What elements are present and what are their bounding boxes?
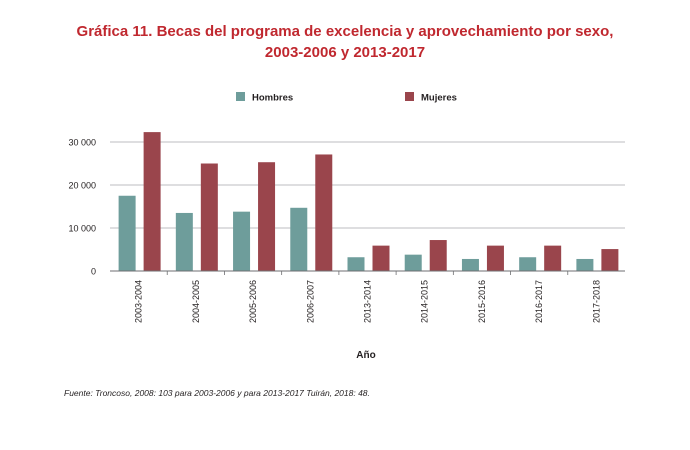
bar-hombres-2004-2005 [175, 212, 193, 271]
x-axis-label: Año [356, 350, 375, 361]
x-tick-labels: 2003-2004 2004-2005 2005-2006 2006-2007 2013… [134, 280, 602, 323]
bar-hombres-2017-2018 [576, 258, 594, 271]
legend-label-mujeres: Mujeres [421, 93, 457, 104]
y-tick-label: 30 000 [68, 138, 96, 148]
bar-mujeres-2003-2004 [143, 132, 161, 271]
bars [118, 132, 619, 271]
bar-mujeres-2014-2015 [429, 240, 447, 271]
x-tick-label: 2016-2017 [534, 280, 544, 323]
y-tick-label: 10 000 [68, 224, 96, 234]
bar-mujeres-2005-2006 [258, 162, 276, 271]
x-tick-label: 2004-2005 [191, 280, 201, 323]
x-tick-label: 2013-2014 [363, 280, 373, 323]
legend: Hombres Mujeres [236, 92, 457, 104]
x-tick-label: 2006-2007 [305, 280, 315, 323]
x-tick-label: 2005-2006 [248, 280, 258, 323]
x-tick-label: 2014-2015 [420, 280, 430, 323]
x-tick-label: 2015-2016 [477, 280, 487, 323]
bar-hombres-2013-2014 [347, 257, 365, 271]
bar-mujeres-2013-2014 [372, 245, 390, 271]
source-note: Fuente: Troncoso, 2008: 103 para 2003-20… [64, 388, 370, 398]
y-tick-labels: 0 10 000 20 000 30 000 [68, 138, 96, 277]
bar-mujeres-2004-2005 [200, 163, 218, 271]
bar-hombres-2015-2016 [461, 258, 479, 271]
bar-mujeres-2016-2017 [544, 245, 562, 271]
bar-hombres-2016-2017 [519, 257, 537, 271]
y-tick-label: 0 [91, 267, 96, 277]
axes [110, 270, 625, 275]
x-tick-label: 2003-2004 [134, 280, 144, 323]
grid-lines [110, 141, 625, 229]
bar-hombres-2005-2006 [233, 211, 251, 271]
chart-title-line-2: 2003-2006 y 2013-2017 [264, 44, 426, 61]
legend-label-hombres: Hombres [252, 93, 293, 104]
bar-mujeres-2006-2007 [315, 154, 333, 271]
bar-hombres-2014-2015 [404, 254, 422, 271]
y-tick-label: 20 000 [68, 181, 96, 191]
legend-swatch-mujeres [405, 92, 414, 101]
bar-hombres-2006-2007 [290, 207, 308, 271]
bar-hombres-2003-2004 [118, 195, 136, 271]
x-tick-label: 2017-2018 [591, 280, 601, 323]
legend-swatch-hombres [236, 92, 245, 101]
bar-mujeres-2017-2018 [601, 249, 619, 271]
bar-mujeres-2015-2016 [486, 245, 504, 271]
chart-title-line-1: Gráfica 11. Becas del programa de excele… [76, 23, 614, 40]
